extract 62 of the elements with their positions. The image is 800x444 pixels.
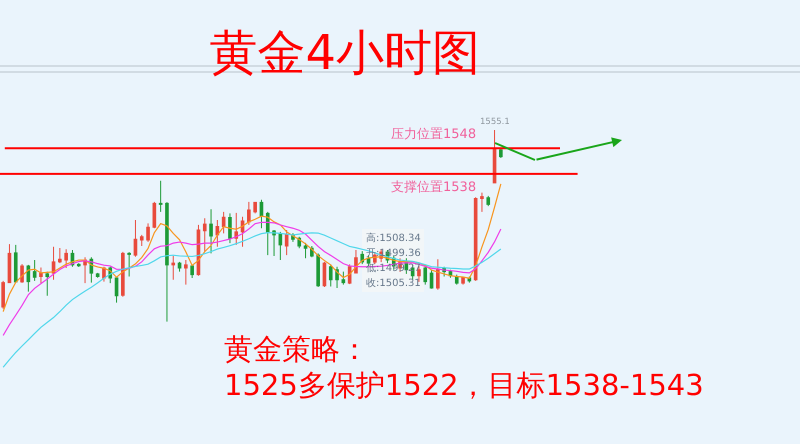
ref-line-label: 支撑位置1538 bbox=[391, 180, 476, 195]
candlestick bbox=[39, 266, 43, 284]
candlestick bbox=[1, 280, 5, 310]
candlestick bbox=[278, 231, 282, 261]
candlestick bbox=[234, 212, 238, 246]
candlestick bbox=[266, 211, 270, 256]
candlestick bbox=[76, 262, 81, 268]
candlestick bbox=[158, 180, 162, 212]
candlestick bbox=[45, 271, 50, 296]
candlestick bbox=[8, 244, 12, 284]
candlestick bbox=[114, 276, 118, 304]
candlestick bbox=[499, 147, 503, 158]
candlestick bbox=[423, 264, 428, 286]
candlestick bbox=[52, 246, 56, 280]
annotation: 高:1508.34 bbox=[366, 232, 421, 244]
candlestick bbox=[146, 222, 150, 242]
candlestick bbox=[171, 255, 176, 280]
candlestick bbox=[96, 272, 100, 278]
candlestick bbox=[165, 202, 169, 322]
candlestick bbox=[322, 261, 326, 288]
candlestick bbox=[178, 261, 182, 272]
candlestick bbox=[190, 264, 194, 279]
candlestick bbox=[196, 224, 200, 276]
candlestick bbox=[152, 201, 156, 229]
candlestick bbox=[247, 201, 251, 226]
annotation: 黄金策略： bbox=[224, 332, 369, 366]
candlestick bbox=[240, 216, 244, 248]
candlestick bbox=[228, 212, 232, 244]
candlestick bbox=[260, 199, 264, 229]
candlestick bbox=[284, 230, 288, 256]
candlestick bbox=[216, 220, 220, 248]
candlestick bbox=[140, 234, 144, 246]
candlestick bbox=[32, 260, 36, 282]
candlestick bbox=[328, 264, 333, 287]
candlestick bbox=[304, 242, 308, 259]
candlestick bbox=[436, 258, 440, 290]
annotation: 1555.1 bbox=[480, 117, 510, 127]
annotation: 1525多保护1522，目标1538-1543 bbox=[224, 368, 704, 402]
candlestick bbox=[222, 211, 226, 234]
candlestick bbox=[474, 196, 478, 282]
candlestick bbox=[20, 264, 24, 284]
candlestick bbox=[430, 269, 434, 290]
candlestick bbox=[209, 208, 213, 254]
candlestick bbox=[134, 220, 138, 258]
candlestick bbox=[127, 252, 131, 277]
candlestick bbox=[480, 192, 484, 212]
candlestick bbox=[492, 129, 496, 184]
candlestick bbox=[272, 230, 276, 256]
candlestick bbox=[14, 244, 18, 283]
candlestick bbox=[461, 276, 465, 286]
candlestick bbox=[316, 252, 320, 288]
candlestick bbox=[184, 260, 188, 286]
annotation: 收:1505.31 bbox=[366, 278, 421, 289]
candlestick bbox=[253, 201, 257, 214]
candlestick bbox=[202, 218, 207, 252]
candlestick bbox=[26, 264, 30, 292]
chart-title: 黄金4小时图 bbox=[210, 24, 480, 81]
candlestick bbox=[342, 271, 346, 286]
ref-line-label: 压力位置1548 bbox=[391, 127, 476, 142]
candlestick bbox=[58, 247, 62, 264]
candlestick bbox=[64, 248, 68, 269]
candlestick bbox=[486, 195, 490, 207]
